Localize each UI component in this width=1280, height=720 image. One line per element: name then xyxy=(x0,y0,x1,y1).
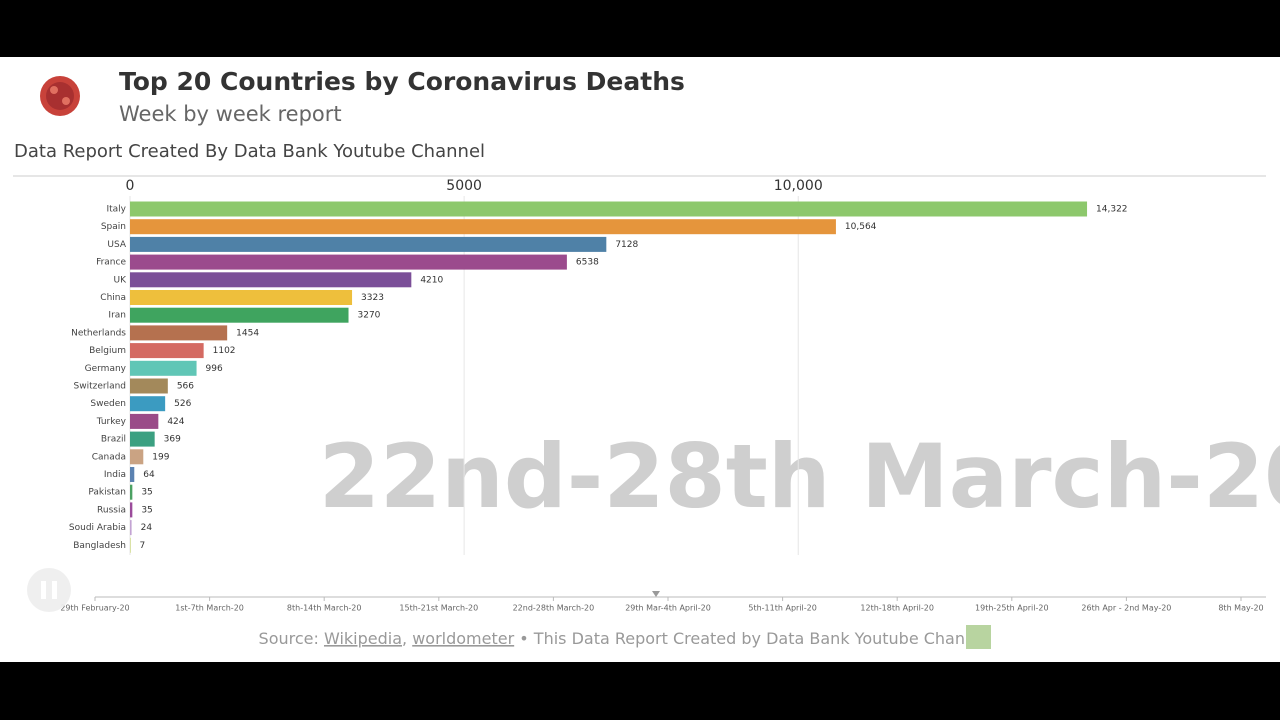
value-label: 369 xyxy=(164,435,181,445)
timeline: 29th February-20 1st-7th March-20 8th-14th… xyxy=(60,591,1266,613)
y-tick-label: Soudi Arabia xyxy=(69,523,126,533)
y-tick-label: France xyxy=(96,258,126,268)
y-tick-label: Turkey xyxy=(96,417,127,427)
value-label: 3323 xyxy=(361,293,384,303)
value-label: 14,322 xyxy=(1096,205,1128,215)
bar xyxy=(130,502,133,518)
value-label: 199 xyxy=(152,452,169,462)
x-tick-label: 0 xyxy=(126,178,135,194)
bar xyxy=(130,343,204,359)
value-label: 3270 xyxy=(358,311,381,321)
logo xyxy=(966,625,991,649)
timeline-label: 1st-7th March-20 xyxy=(175,604,244,613)
value-label: 1454 xyxy=(236,328,259,338)
subtitle: Week by week report xyxy=(119,102,342,126)
source-link[interactable]: worldometer xyxy=(412,629,514,648)
bar xyxy=(130,272,412,288)
title: Top 20 Countries by Coronavirus Deaths xyxy=(119,67,685,96)
y-tick-label: Italy xyxy=(106,205,126,215)
source-prefix: Source: xyxy=(259,629,319,648)
value-label: 1102 xyxy=(213,346,236,356)
x-tick-label: 5000 xyxy=(446,178,482,194)
timeline-label: 19th-25th April-20 xyxy=(975,604,1049,613)
timeline-marker xyxy=(652,591,660,597)
bar xyxy=(130,254,567,270)
value-label: 7128 xyxy=(615,240,638,250)
source-sep: , xyxy=(402,629,407,648)
bar xyxy=(130,325,228,341)
y-tick-label: Spain xyxy=(101,222,126,232)
y-tick-label: Germany xyxy=(85,364,127,374)
bar xyxy=(130,467,135,482)
bar xyxy=(130,413,159,429)
y-tick-label: Bangladesh xyxy=(73,541,126,551)
timeline-label: 22nd-28th March-20 xyxy=(513,604,595,613)
value-label: 35 xyxy=(141,488,152,498)
value-label: 6538 xyxy=(576,258,599,268)
bar xyxy=(130,201,1088,217)
y-tick-label: Pakistan xyxy=(88,488,126,498)
value-label: 35 xyxy=(141,505,152,515)
source: Source: Wikipedia, worldometer • This Da… xyxy=(259,629,990,648)
bar xyxy=(130,378,168,394)
bar xyxy=(130,290,353,305)
source-rest: • This Data Report Created by Data Bank … xyxy=(519,629,989,648)
bar xyxy=(130,236,607,252)
bar xyxy=(130,219,836,235)
y-tick-label: Belgium xyxy=(89,346,126,356)
value-label: 64 xyxy=(143,470,155,480)
bar xyxy=(130,449,144,465)
y-tick-label: Russia xyxy=(97,505,126,515)
x-tick-label: 10,000 xyxy=(774,178,823,194)
y-tick-label: Netherlands xyxy=(71,328,126,338)
value-label: 7 xyxy=(139,541,145,551)
value-label: 996 xyxy=(206,364,223,374)
source-link[interactable]: Wikipedia xyxy=(324,629,402,648)
virus-icon xyxy=(40,76,80,116)
canvas xyxy=(0,57,1280,662)
value-label: 10,564 xyxy=(845,222,877,232)
pause-button[interactable] xyxy=(27,568,71,612)
y-tick-label: USA xyxy=(107,240,126,250)
y-tick-label: Switzerland xyxy=(74,382,127,392)
timeline-label: 15th-21st March-20 xyxy=(399,604,478,613)
timeline-label: 8th May-20 xyxy=(1218,604,1263,613)
y-tick-label: UK xyxy=(114,275,128,285)
value-label: 424 xyxy=(167,417,184,427)
timeline-label: 5th-11th April-20 xyxy=(748,604,816,613)
value-label: 566 xyxy=(177,382,194,392)
bar xyxy=(130,307,349,323)
date-watermark: 22nd-28th March-20 xyxy=(319,425,1280,528)
credit: Data Report Created By Data Bank Youtube… xyxy=(14,141,485,162)
y-tick-label: India xyxy=(104,470,126,480)
value-label: 4210 xyxy=(420,275,443,285)
timeline-label: 29th February-20 xyxy=(60,604,129,613)
bar xyxy=(130,431,155,447)
bar xyxy=(130,520,132,536)
timeline-label: 8th-14th March-20 xyxy=(287,604,362,613)
y-tick-label: Canada xyxy=(92,452,126,462)
timeline-label: 29th Mar-4th April-20 xyxy=(625,604,711,613)
chart: 22nd-28th March-20 0 5000 10,000 Italy 14,322… xyxy=(69,178,1280,555)
y-tick-label: Brazil xyxy=(101,435,126,445)
bar xyxy=(130,360,197,376)
timeline-label: 12th-18th April-20 xyxy=(860,604,934,613)
y-tick-label: Sweden xyxy=(90,399,126,409)
bar xyxy=(130,396,166,412)
y-tick-label: China xyxy=(100,293,126,303)
value-label: 526 xyxy=(174,399,191,409)
y-tick-label: Iran xyxy=(108,311,126,321)
value-label: 24 xyxy=(141,523,153,533)
timeline-label: 26th Apr - 2nd May-20 xyxy=(1081,604,1171,613)
bar xyxy=(130,484,133,500)
